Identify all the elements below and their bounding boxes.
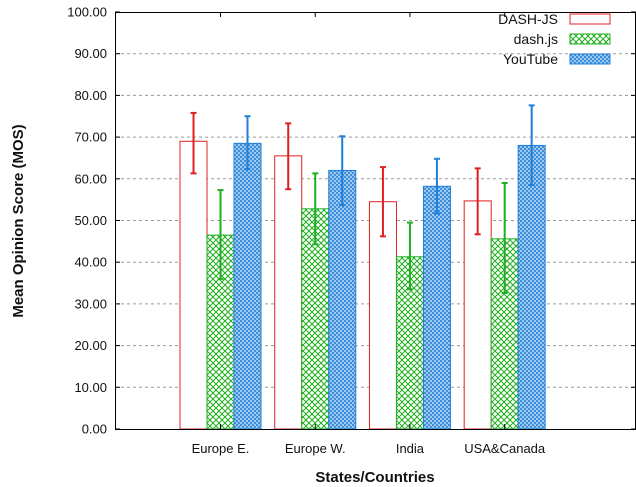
error-bar (474, 167, 481, 236)
error-bar (190, 111, 197, 175)
error-bar (312, 172, 319, 246)
error-bar (379, 166, 386, 238)
legend-item-dash-js: dash.js (514, 31, 611, 47)
y-tick-label: 60.00 (74, 171, 107, 186)
x-tick-label: USA&Canada (464, 441, 546, 456)
bar-dash-js-europe-w- (274, 155, 303, 430)
legend-swatch (569, 13, 611, 25)
bar-youtube-india (422, 185, 451, 430)
x-tick-label: India (396, 441, 425, 456)
legend-swatch (569, 33, 611, 45)
y-tick-label: 20.00 (74, 338, 107, 353)
y-tick-label: 100.00 (67, 5, 107, 20)
error-bar (528, 104, 535, 187)
legend-swatch (569, 53, 611, 65)
y-tick-label: 70.00 (74, 130, 107, 145)
error-bar (285, 122, 292, 191)
y-tick-label: 90.00 (74, 46, 107, 61)
y-tick-label: 40.00 (74, 255, 107, 270)
error-bar (406, 221, 413, 291)
y-tick-labels: 0.00 10.00 20.00 30.00 40.00 50.00 60.00 70.00 8… (67, 5, 107, 437)
x-axis-title: States/Countries (315, 469, 434, 486)
legend-label: DASH-JS (498, 11, 558, 27)
error-bar (339, 135, 346, 207)
error-bar (217, 189, 224, 280)
y-tick-label: 10.00 (74, 380, 107, 395)
x-tick-label: Europe E. (192, 441, 250, 456)
error-bars (190, 104, 535, 295)
legend: DASH-JS dash.js YouTube (498, 11, 611, 67)
error-bar (433, 157, 440, 215)
legend-label: YouTube (503, 51, 558, 67)
legend-label: dash.js (514, 31, 558, 47)
y-tick-label: 80.00 (74, 88, 107, 103)
bar-youtube-europe-w- (328, 169, 357, 430)
y-axis-title: Mean Opinion Score (MOS) (10, 124, 27, 317)
y-tick-label: 0.00 (82, 422, 107, 437)
bar-youtube-europe-e- (233, 142, 262, 430)
bars (179, 140, 546, 430)
bar-youtube-usa-canada (517, 144, 546, 430)
error-bar (244, 115, 251, 171)
legend-item-youtube: YouTube (503, 51, 611, 67)
y-tick-label: 30.00 (74, 296, 107, 311)
x-tick-labels: Europe E. Europe W. India USA&Canada (192, 441, 546, 456)
x-tick-label: Europe W. (285, 441, 346, 456)
y-tick-label: 50.00 (74, 213, 107, 228)
legend-item-dash-js: DASH-JS (498, 11, 611, 27)
error-bar (501, 181, 508, 295)
bar-dash-js-europe-e- (179, 140, 208, 430)
